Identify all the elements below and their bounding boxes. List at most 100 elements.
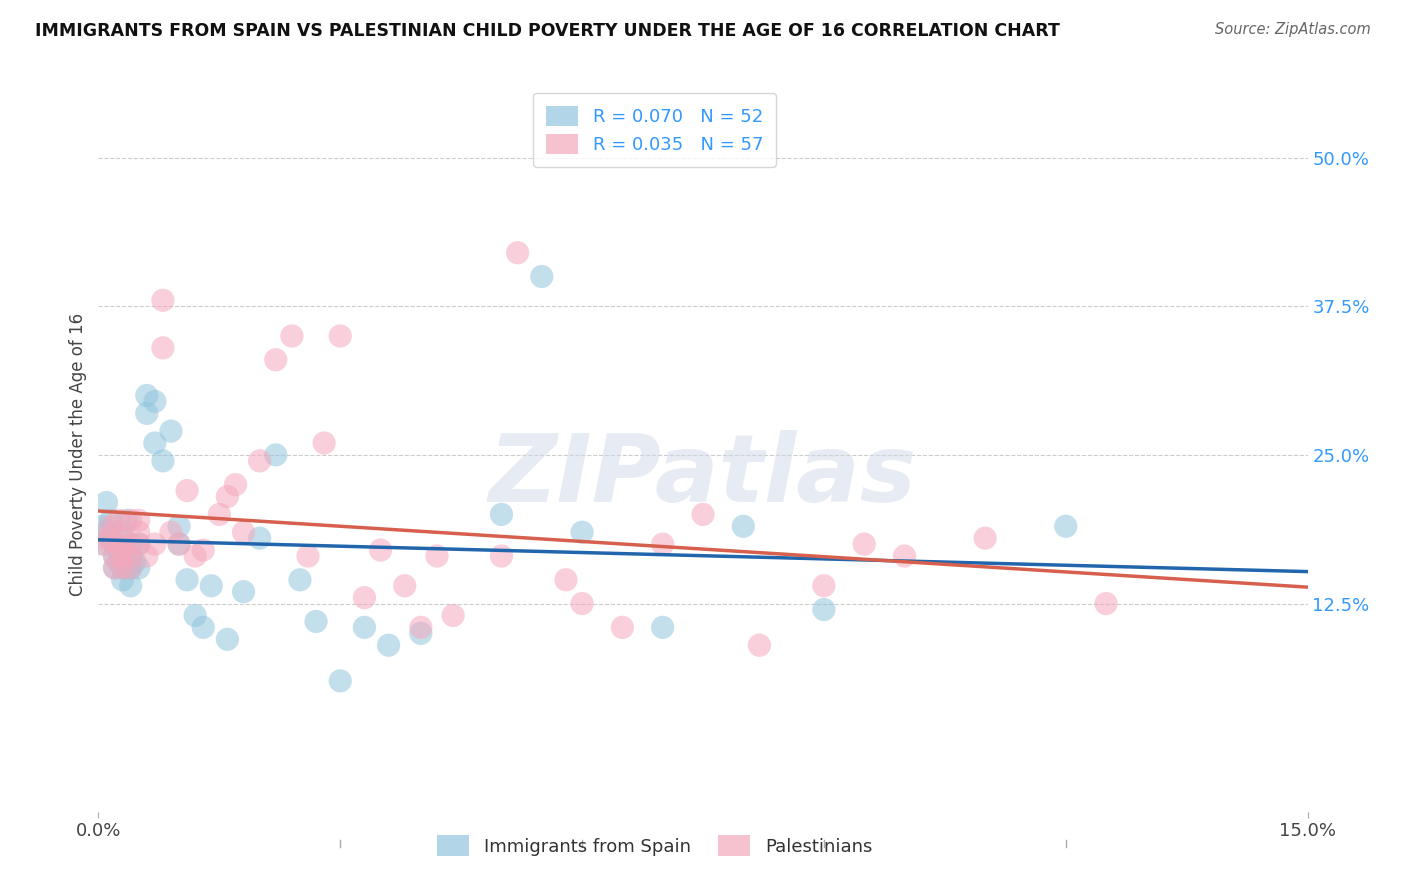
Point [143, 537, 166, 551]
Point [530, 269, 553, 284]
Point [128, 561, 150, 575]
Point [224, 477, 246, 491]
Point [692, 508, 714, 522]
Point [426, 549, 449, 563]
Point [124, 555, 146, 569]
Point [120, 579, 142, 593]
Point [103, 537, 125, 551]
Point [103, 549, 125, 563]
Point [441, 608, 464, 623]
Point [128, 513, 150, 527]
Point [103, 525, 125, 540]
Point [813, 579, 835, 593]
Point [377, 638, 399, 652]
Point [100, 513, 122, 527]
Point [748, 638, 770, 652]
Point [100, 531, 122, 545]
Point [370, 543, 392, 558]
Point [107, 513, 129, 527]
Point [217, 490, 239, 504]
Point [1054, 519, 1077, 533]
Point [297, 549, 319, 563]
Point [232, 525, 254, 540]
Point [160, 424, 183, 438]
Point [111, 531, 134, 545]
Point [135, 549, 157, 563]
Point [974, 531, 997, 545]
Point [91, 537, 114, 551]
Point [217, 632, 239, 647]
Point [94, 537, 117, 551]
Point [571, 525, 593, 540]
Point [107, 555, 129, 569]
Point [120, 513, 142, 527]
Point [107, 543, 129, 558]
Point [571, 597, 593, 611]
Y-axis label: Child Poverty Under the Age of 16: Child Poverty Under the Age of 16 [69, 313, 87, 597]
Point [152, 341, 174, 355]
Point [103, 561, 125, 575]
Point [232, 584, 254, 599]
Point [409, 620, 432, 634]
Point [491, 508, 513, 522]
Point [111, 561, 134, 575]
Point [893, 549, 915, 563]
Point [111, 525, 134, 540]
Point [111, 573, 134, 587]
Point [100, 519, 122, 533]
Point [96, 531, 118, 545]
Point [184, 608, 207, 623]
Point [143, 394, 166, 409]
Point [394, 579, 416, 593]
Point [167, 537, 190, 551]
Point [120, 549, 142, 563]
Point [409, 626, 432, 640]
Point [555, 573, 578, 587]
Point [128, 537, 150, 551]
Point [733, 519, 755, 533]
Point [96, 525, 118, 540]
Point [103, 549, 125, 563]
Point [152, 293, 174, 308]
Point [111, 549, 134, 563]
Point [305, 615, 328, 629]
Text: Source: ZipAtlas.com: Source: ZipAtlas.com [1215, 22, 1371, 37]
Point [208, 508, 231, 522]
Point [249, 454, 271, 468]
Point [143, 436, 166, 450]
Point [249, 531, 271, 545]
Point [329, 673, 352, 688]
Point [853, 537, 876, 551]
Point [176, 483, 198, 498]
Point [91, 519, 114, 533]
Point [1095, 597, 1118, 611]
Point [314, 436, 336, 450]
Legend: Immigrants from Spain, Palestinians: Immigrants from Spain, Palestinians [430, 828, 880, 863]
Point [152, 454, 174, 468]
Point [288, 573, 311, 587]
Point [111, 543, 134, 558]
Point [135, 388, 157, 402]
Point [176, 573, 198, 587]
Point [128, 525, 150, 540]
Point [128, 537, 150, 551]
Point [491, 549, 513, 563]
Text: ZIPatlas: ZIPatlas [489, 430, 917, 523]
Point [353, 591, 375, 605]
Point [115, 513, 138, 527]
Point [200, 579, 222, 593]
Point [281, 329, 304, 343]
Point [264, 448, 287, 462]
Point [111, 549, 134, 563]
Text: IMMIGRANTS FROM SPAIN VS PALESTINIAN CHILD POVERTY UNDER THE AGE OF 16 CORRELATI: IMMIGRANTS FROM SPAIN VS PALESTINIAN CHI… [35, 22, 1060, 40]
Point [193, 543, 215, 558]
Point [120, 561, 142, 575]
Point [167, 519, 190, 533]
Point [135, 406, 157, 420]
Point [103, 537, 125, 551]
Point [120, 561, 142, 575]
Point [329, 329, 352, 343]
Point [193, 620, 215, 634]
Point [160, 525, 183, 540]
Point [184, 549, 207, 563]
